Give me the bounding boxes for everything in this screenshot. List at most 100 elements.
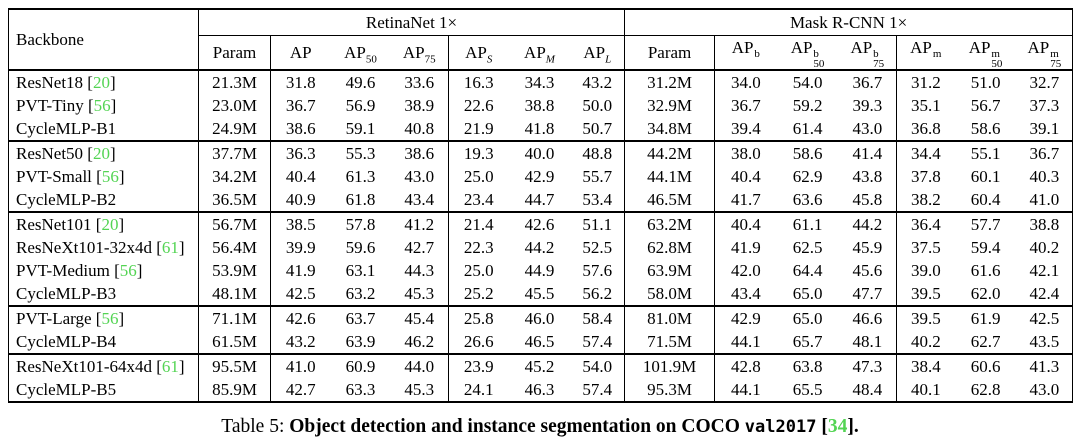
cell-apL: 43.2 [582,73,613,92]
cell-param-maskrcnn: 71.5M [624,330,715,354]
cell-apb50: 62.5 [792,238,823,257]
caption-dataset-code: val2017 [744,417,817,437]
metric-supsub: m 50 [991,49,1002,69]
cell-apL: 51.1 [570,211,625,236]
cell-apb50: 58.6 [776,140,839,165]
citation-link[interactable]: 56 [119,261,137,280]
row-group-1: ResNet18 [20] 21.3M 31.8 49.6 33.6 16.3 34.3 43… [9,70,1073,141]
cell-apM: 40.0 [508,140,571,165]
cell-apb50: 63.6 [792,190,823,209]
cell-apm: 36.8 [896,117,955,141]
cell-apm50: 62.7 [970,332,1001,351]
citation-link[interactable]: 56 [101,167,119,186]
citation-link[interactable]: 20 [92,144,110,163]
backbone-name: ResNet18 [16,73,84,92]
metric-sup: b [813,48,819,60]
cell-param-retinanet: 23.0M [198,94,271,117]
metric-supsub: b 50 [813,49,824,69]
cell-apS: 16.3 [448,70,509,94]
cell-apb: 36.7 [714,94,777,117]
cell-apM: 44.7 [524,190,555,209]
cell-ap: 38.6 [270,117,331,141]
citation-link[interactable]: 61 [161,238,179,257]
column-header-backbone: Backbone [8,9,199,71]
metric-base: AP [910,38,932,57]
cell-ap75: 41.2 [390,211,449,236]
cell-apm50: 60.1 [970,167,1001,186]
cell-apb50: 59.2 [792,96,823,115]
citation-link[interactable]: 56 [93,96,111,115]
cell-apb75: 43.0 [852,119,883,138]
backbone-name: CycleMLP-B4 [16,332,117,351]
backbone-cell: PVT-Large [56] [8,305,199,330]
backbone-cell: PVT-Tiny [56] [16,96,117,115]
cell-param-retinanet: 71.1M [198,305,271,330]
row-group-2: ResNet50 [20] 37.7M 36.3 55.3 38.6 19.3 40.0 48… [8,140,1073,212]
cell-param-retinanet: 37.7M [198,140,271,165]
cell-apm50: 56.7 [970,96,1001,115]
backbone-name: CycleMLP-B2 [16,190,117,209]
table-row: PVT-Large [56] 71.1M 42.6 63.7 45.4 25.8 46.0 5… [8,305,1073,330]
table-header: Backbone RetinaNet 1× Mask R-CNN 1× Param AP… [8,9,1073,71]
cell-param-maskrcnn: 44.1M [624,165,715,188]
backbone-cell: PVT-Medium [56] [16,261,143,280]
column-header-apm: AP m [896,35,955,71]
cell-param-retinanet: 56.7M [198,211,271,236]
cell-apm: 40.2 [896,330,955,354]
cell-apS: 25.8 [448,305,509,330]
cell-apm75: 38.8 [1016,211,1073,236]
citation-link[interactable]: 20 [101,215,119,234]
cell-apm: 39.0 [896,259,955,282]
cell-param-maskrcnn: 63.9M [624,259,715,282]
cell-param-maskrcnn: 95.3M [624,378,715,402]
cell-ap: 41.0 [270,353,331,378]
column-header-apb50: AP b 50 [776,35,839,71]
citation-link[interactable]: 20 [92,73,110,92]
cell-param-maskrcnn: 62.8M [624,236,715,259]
row-group-3: ResNet101 [20] 56.7M 38.5 57.8 41.2 21.4 42.6 5… [8,211,1073,306]
cell-apm: 39.5 [896,282,955,306]
metric-base: AP [1027,38,1050,57]
cell-apM: 46.5 [524,332,555,351]
cell-apb50: 65.5 [792,380,823,399]
backbone-cell: ResNet50 [20] [8,140,199,165]
metric-sup: m [932,48,942,60]
cell-ap: 40.4 [270,165,331,188]
cell-apb: 41.7 [714,188,777,212]
cell-apS: 21.4 [448,211,509,236]
cell-apm50: 59.4 [970,238,1001,257]
cell-apL: 57.4 [582,332,613,351]
metric-sub: M [545,52,555,65]
metric-sup: m [991,48,1000,60]
cell-apm: 38.2 [896,188,955,212]
column-header-apM: APM [508,35,571,71]
metric-base: AP [524,42,546,62]
metric-base: AP [968,38,991,57]
cell-apM: 46.3 [524,380,555,399]
metric-sub: 75 [424,52,436,65]
cell-apm75: 40.3 [1029,167,1060,186]
metric-base: AP [583,42,606,62]
cell-ap50: 61.8 [345,190,376,209]
cell-ap50: 56.9 [345,96,376,115]
cell-apm75: 42.4 [1029,284,1060,303]
column-header-apb75: AP b 75 [838,35,897,71]
cell-ap: 36.3 [270,140,331,165]
cell-ap75: 43.4 [404,190,435,209]
caption-title: Object detection and instance segmentati… [289,416,740,437]
cell-apm50: 51.0 [970,73,1001,92]
cell-param-retinanet: 56.4M [198,236,271,259]
cell-ap50: 59.6 [345,238,376,257]
cell-ap50: 49.6 [345,73,376,92]
table-row: CycleMLP-B4 61.5M 43.2 63.9 46.2 26.6 46.5 57.4… [9,330,1073,354]
cell-apS: 24.1 [448,378,509,402]
caption-cite-close-bracket: ] [847,416,854,437]
cell-ap: 42.6 [270,305,331,330]
cell-param-retinanet: 24.9M [198,117,271,141]
metric-sup: b [873,48,879,60]
metric-supsub: m 75 [1050,49,1061,69]
metric-base: AP [850,38,873,57]
caption-citation-link[interactable]: 34 [827,416,848,437]
citation-link[interactable]: 61 [161,357,179,376]
citation-link[interactable]: 56 [101,309,119,328]
